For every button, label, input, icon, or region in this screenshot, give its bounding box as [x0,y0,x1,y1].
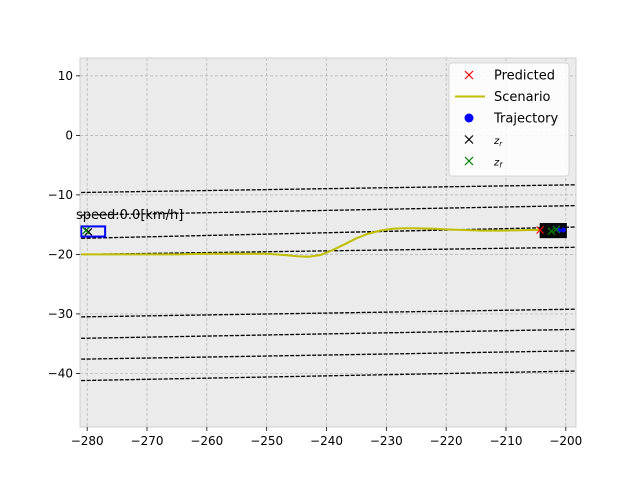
speed-annotation: speed:0.0[km/h] [76,208,183,223]
z-f-marker [547,227,556,236]
y-tick-label: −40 [48,366,73,380]
x-tick-label: −200 [549,434,582,448]
grid-lines [80,58,576,427]
x-tick-label: −270 [131,434,164,448]
x-tick-label: −240 [310,434,343,448]
y-tick-label: 10 [58,69,73,83]
trajectory-point [556,228,562,234]
y-tick-label: −20 [48,247,73,261]
y-axis: 10 0 −10 −20 −30 −40 [48,69,80,380]
y-tick-label: −30 [48,307,73,321]
x-tick-label: −210 [490,434,523,448]
legend-label: Predicted [494,69,555,84]
legend-label: zf [493,158,503,170]
x-tick-label: −280 [71,434,104,448]
legend-marker [464,113,474,123]
legend-label: Scenario [494,90,551,105]
ego-vehicle-box [80,225,107,238]
z-f-marker [552,225,561,234]
marker-stroke [84,227,93,236]
y-tick-label: −10 [48,188,73,202]
legend-marker [464,70,474,80]
plot-content [80,184,576,382]
z-r-marker [84,227,93,236]
x-tick-label: −260 [190,434,223,448]
legend-marker [464,135,474,144]
x-tick-label: −250 [250,434,283,448]
x-axis: −280 −270 −260 −250 −240 −230 −220 −210 −200 [71,427,582,448]
marker-stroke [552,225,561,234]
x-tick-label: −220 [430,434,463,448]
y-tick-label: 0 [65,128,73,142]
marker-stroke [547,227,556,236]
legend-label: Trajectory [493,112,558,127]
z-f-marker [82,226,90,235]
trajectory-point [560,227,566,233]
legend-marker [464,156,474,166]
plot-frame [79,57,577,428]
legend-box [448,62,570,177]
scenario-line [81,227,548,258]
legend-label: zr [493,136,503,148]
marker-stroke [82,226,90,235]
x-tick-label: −230 [370,434,403,448]
marker-stroke [536,226,545,234]
legend: Predicted Scenario Trajectory zr zf [448,62,570,177]
predicted-marker [536,226,545,234]
